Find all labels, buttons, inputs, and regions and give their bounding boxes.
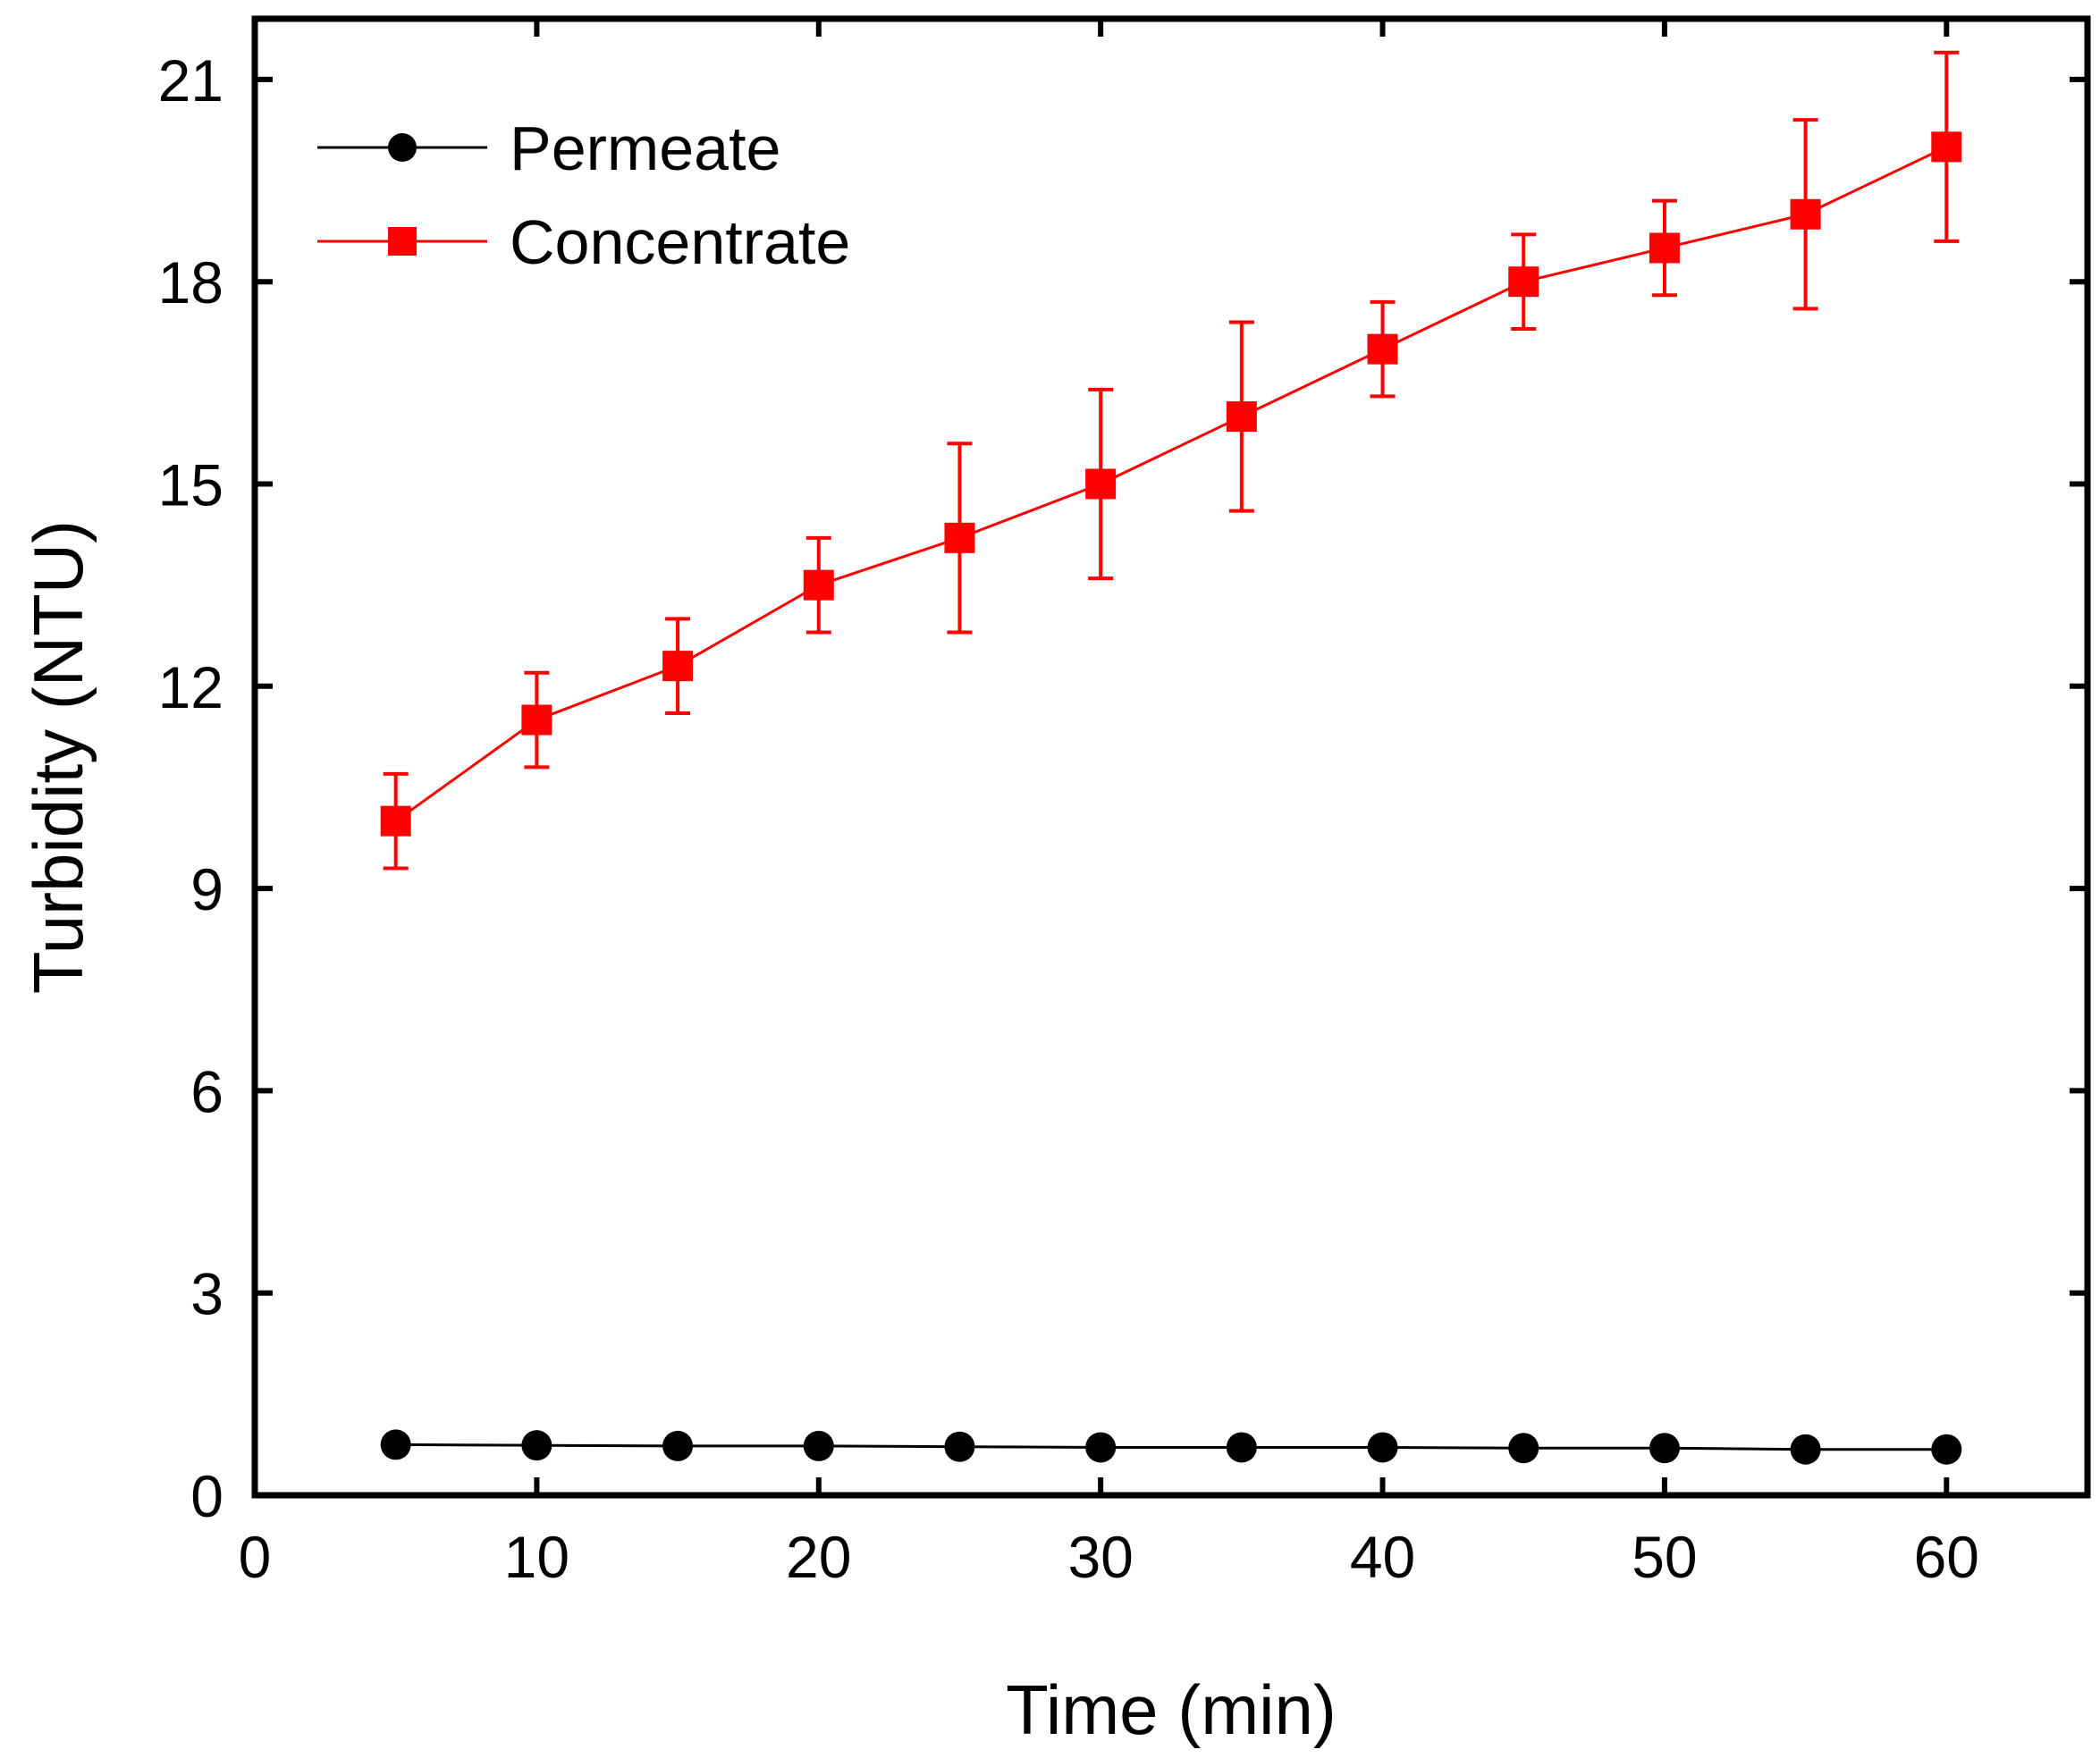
axis-ticks: 0 10 20 30 40 50 60 0 3 6 9 12 15 18 21 (158, 19, 2087, 1590)
permeate-point (1649, 1433, 1680, 1464)
concentrate-point (1508, 266, 1539, 298)
concentrate-point (944, 522, 975, 553)
permeate-point (1367, 1432, 1398, 1463)
series-layer (380, 50, 1962, 1465)
permeate-point (380, 1429, 411, 1460)
y-tick-label: 15 (158, 451, 223, 517)
concentrate-point (803, 569, 834, 601)
concentrate-point (662, 651, 694, 682)
y-tick-label: 21 (158, 47, 223, 114)
y-tick-label: 9 (190, 856, 223, 922)
x-tick-label: 10 (504, 1524, 569, 1590)
permeate-point (1931, 1434, 1962, 1465)
concentrate-point (1085, 468, 1117, 500)
permeate-point (521, 1430, 552, 1461)
concentrate-point (1931, 131, 1962, 163)
permeate-point (944, 1431, 975, 1462)
y-axis-title: Turbidity (NTU) (19, 520, 97, 994)
permeate-point (1790, 1434, 1821, 1465)
x-tick-label: 50 (1632, 1524, 1697, 1590)
permeate-point (803, 1430, 834, 1461)
y-tick-label: 12 (158, 654, 223, 720)
y-tick-label: 6 (190, 1058, 223, 1124)
concentrate-point (521, 704, 552, 736)
legend-concentrate-label: Concentrate (510, 207, 850, 277)
y-tick-label: 18 (158, 249, 223, 315)
x-axis-title: Time (min) (1006, 1670, 1337, 1749)
x-tick-label: 0 (239, 1524, 272, 1590)
permeate-point (1085, 1432, 1117, 1463)
plot-frame (251, 15, 2091, 1499)
legend-permeate-marker (388, 133, 417, 162)
permeate-point (1226, 1432, 1257, 1463)
concentrate-point (1367, 333, 1398, 365)
x-tick-label: 30 (1067, 1524, 1133, 1590)
concentrate-point (1226, 401, 1257, 433)
concentrate-point (1649, 232, 1680, 264)
permeate-point (662, 1430, 694, 1461)
permeate-line (395, 1443, 1947, 1451)
concentrate-line (394, 145, 1947, 822)
y-tick-label: 3 (190, 1261, 223, 1327)
concentrate-point (380, 805, 411, 837)
permeate-point (1508, 1433, 1539, 1464)
legend: Permeate Concentrate (317, 114, 850, 277)
x-tick-label: 40 (1350, 1524, 1415, 1590)
legend-concentrate-marker (388, 227, 417, 256)
concentrate-point (1790, 198, 1821, 230)
x-tick-label: 20 (786, 1524, 851, 1590)
y-tick-label: 0 (190, 1463, 223, 1529)
legend-permeate-label: Permeate (510, 114, 780, 183)
x-tick-label: 60 (1914, 1524, 1979, 1590)
